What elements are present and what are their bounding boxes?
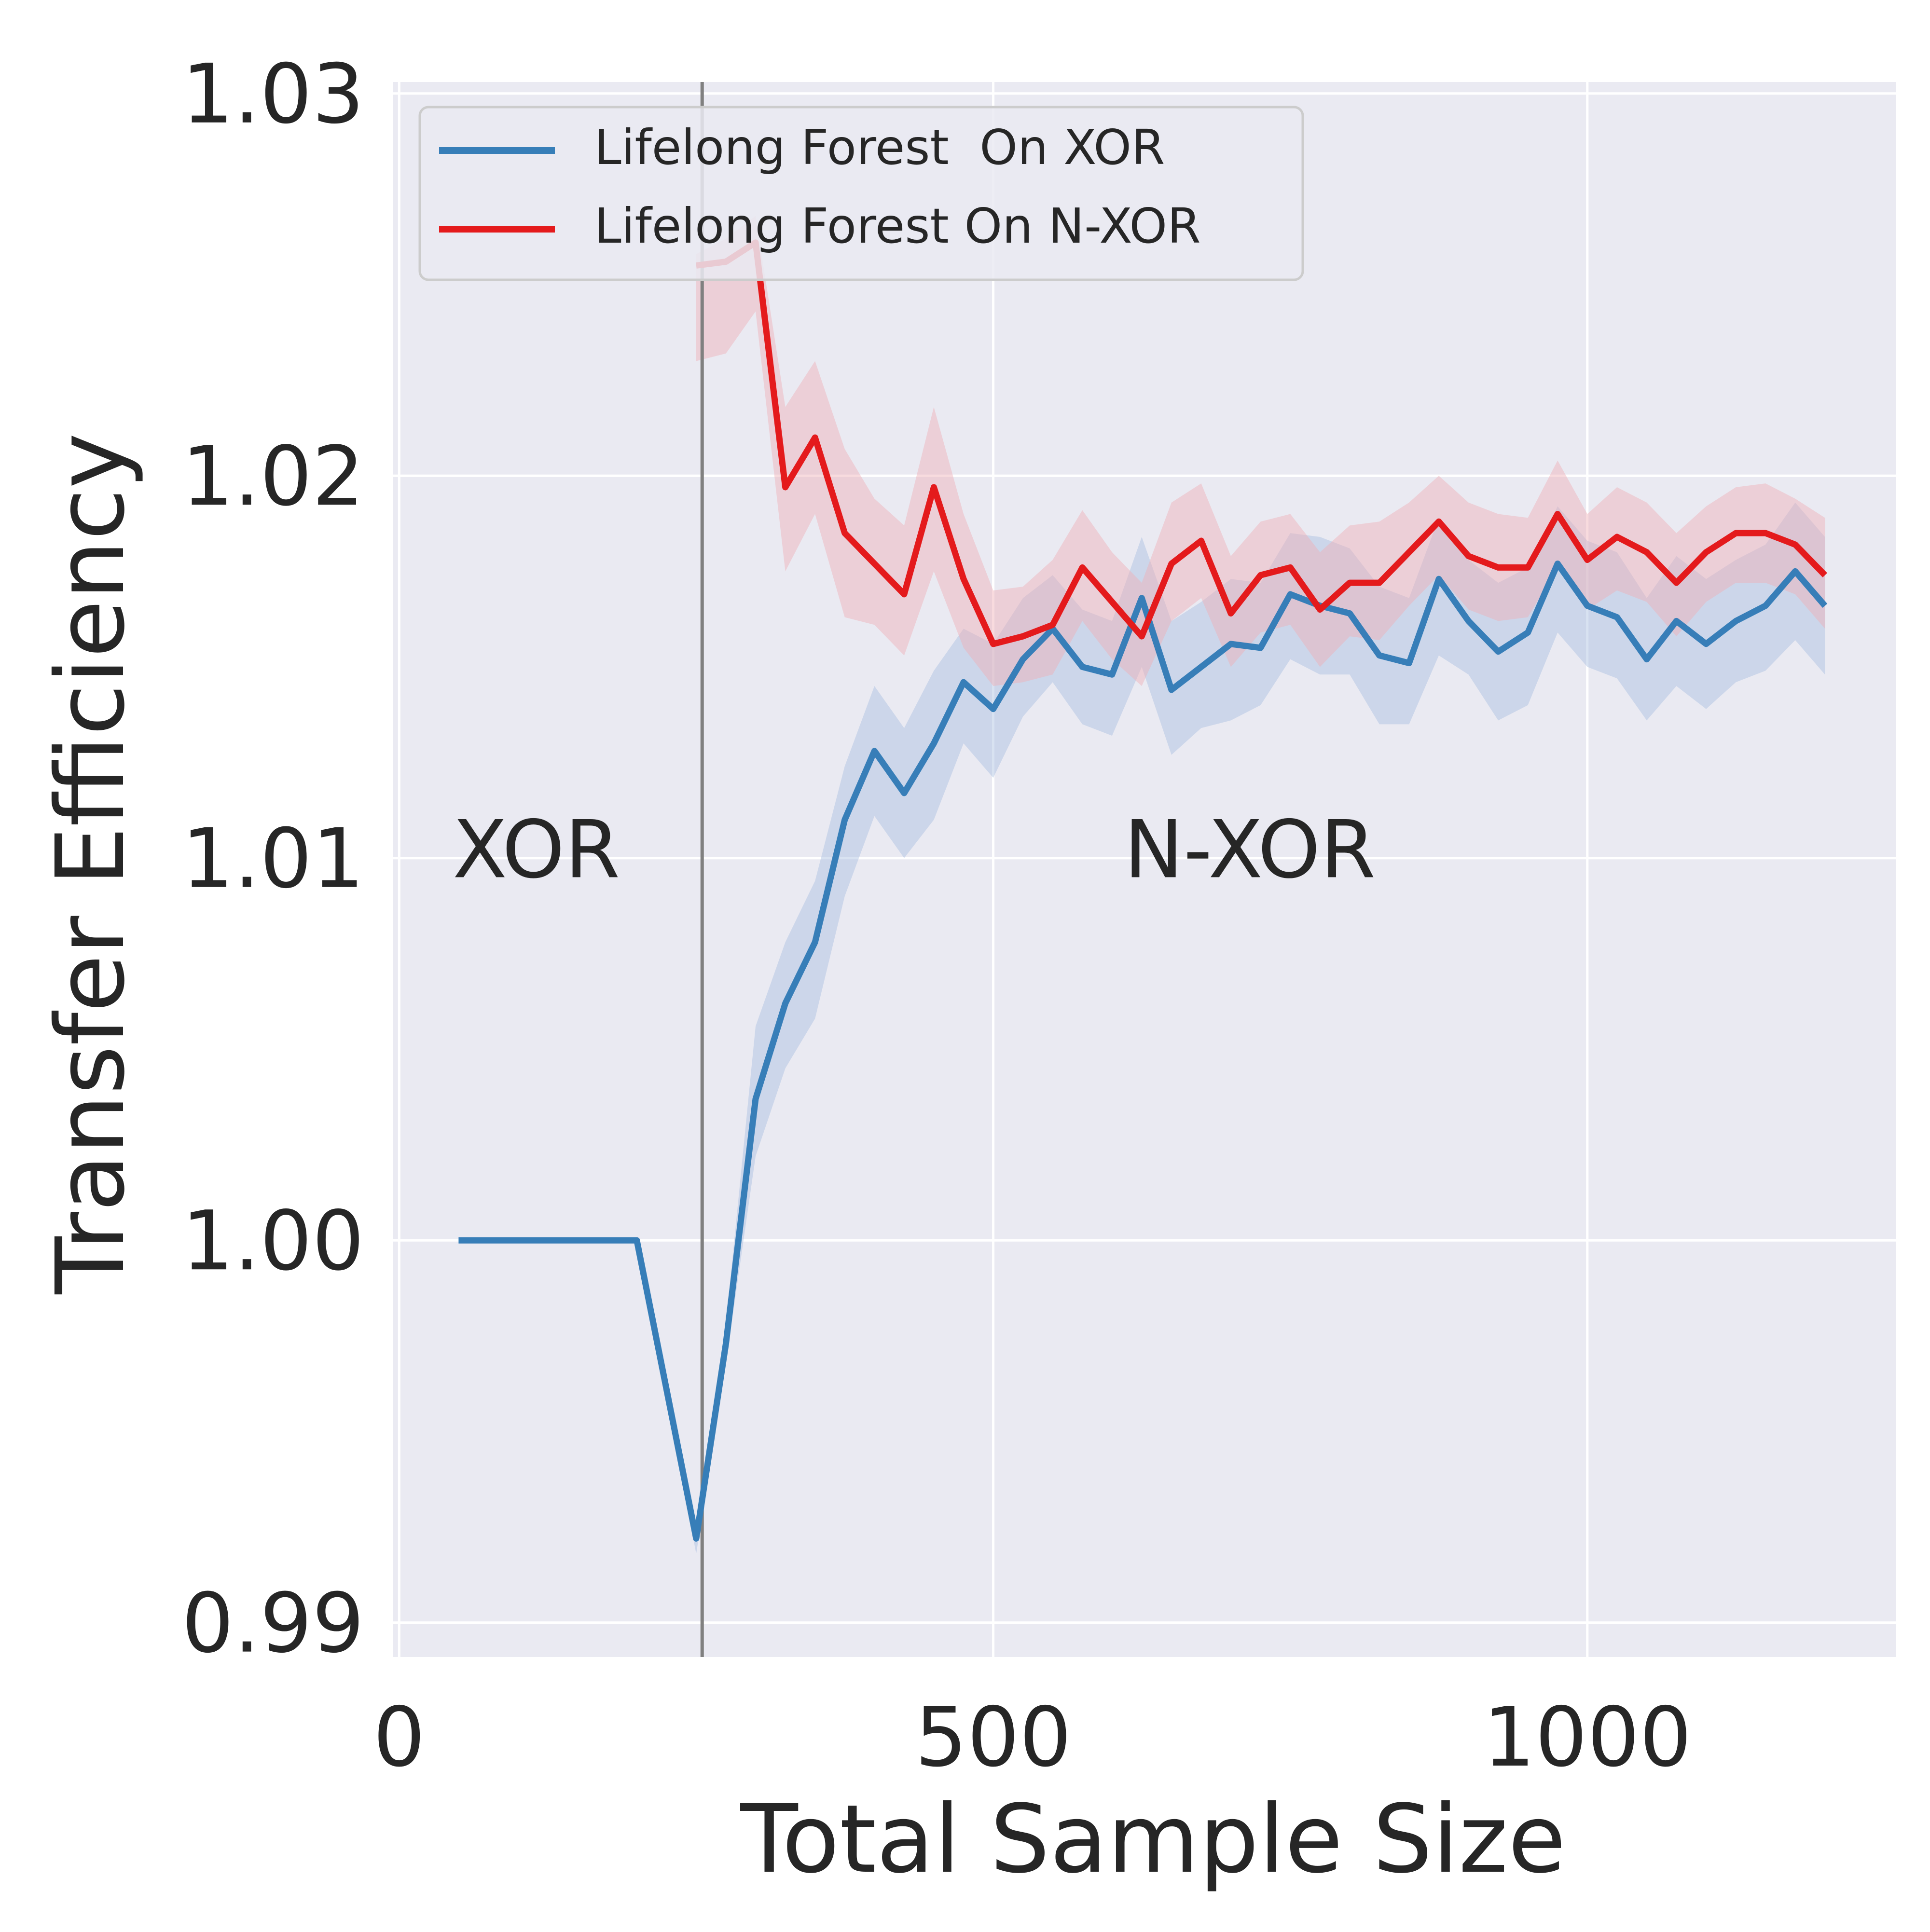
y-tick-label: 0.99 <box>181 1576 364 1672</box>
y-axis-label: Transfer Efficiency <box>36 433 145 1294</box>
legend-label-xor: Lifelong Forest On XOR <box>594 119 1165 176</box>
nxor-confidence-band <box>696 216 1825 686</box>
legend: Lifelong Forest On XOR Lifelong Forest O… <box>418 106 1304 281</box>
x-tick-label: 500 <box>915 1690 1071 1785</box>
y-tick-label: 1.01 <box>181 811 364 907</box>
y-tick-label: 1.03 <box>181 47 364 142</box>
xor-series-line <box>458 561 1828 1542</box>
region-annotations: XOR N-XOR <box>453 803 1376 896</box>
region-label: XOR <box>453 803 620 896</box>
grid-lines <box>393 82 1896 1657</box>
region-label: N-XOR <box>1124 803 1376 896</box>
y-tick-label: 1.02 <box>181 429 364 524</box>
x-axis-label: Total Sample Size <box>740 1784 1566 1894</box>
x-tick-label: 0 <box>373 1690 425 1785</box>
series-lines <box>458 239 1828 1542</box>
legend-label-nxor: Lifelong Forest On N-XOR <box>594 198 1201 254</box>
legend-box <box>418 106 1304 281</box>
y-tick-label: 1.00 <box>181 1193 364 1289</box>
confidence-bands <box>458 216 1825 1554</box>
nxor-series-line <box>696 239 1827 647</box>
tick-labels: 0 500 1000 0.99 1.00 1.01 1.02 1.03 <box>181 47 1692 1785</box>
xor-confidence-band <box>458 502 1825 1554</box>
x-tick-label: 1000 <box>1483 1690 1692 1785</box>
plot-area <box>393 82 1896 1657</box>
